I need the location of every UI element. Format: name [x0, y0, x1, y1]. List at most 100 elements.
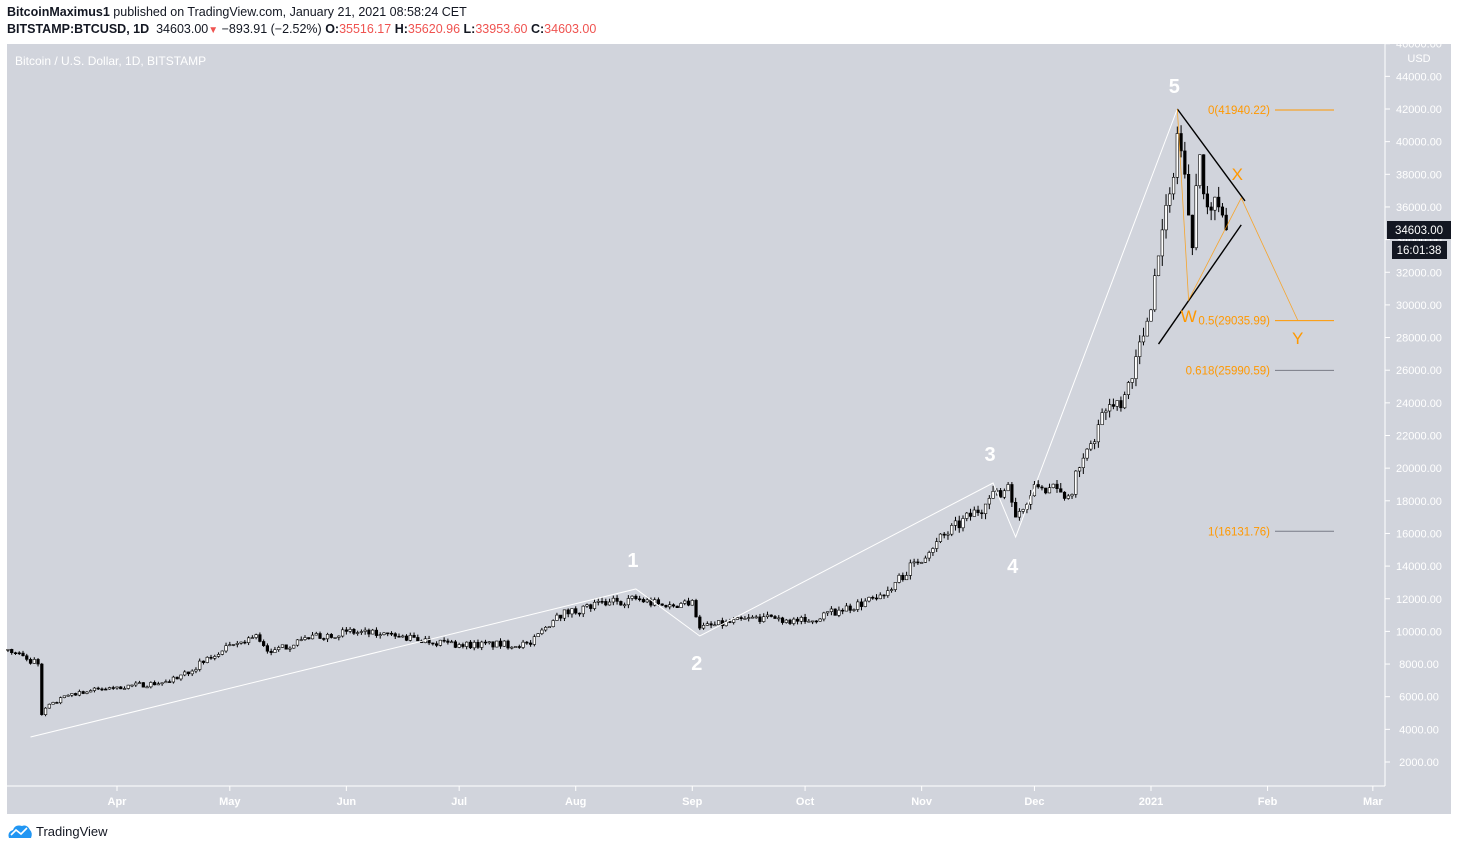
candle-down	[957, 520, 961, 529]
candle-down	[795, 618, 800, 622]
candle-up	[607, 601, 612, 606]
candle-down	[641, 599, 645, 603]
time-tick-label: Nov	[911, 796, 933, 808]
candle-down	[55, 702, 59, 704]
time-tick-label: Aug	[565, 796, 586, 808]
candle-up	[961, 518, 965, 529]
time-tick-label: Jul	[451, 796, 467, 808]
price-tick-label: 24000.00	[1396, 398, 1442, 410]
candle-up	[216, 654, 221, 657]
candle-up	[1066, 495, 1070, 499]
candle-down	[600, 601, 604, 603]
wave-label-5: 5	[1169, 76, 1180, 98]
candle-down	[141, 682, 145, 688]
candle-down	[1119, 400, 1123, 409]
candle-down	[528, 642, 533, 645]
candle-up	[889, 589, 894, 591]
candle-down	[446, 640, 450, 643]
candle-up	[51, 702, 55, 705]
candle-down	[81, 691, 85, 694]
candle-up	[562, 609, 567, 619]
candle-up	[713, 624, 717, 627]
candle-up	[1115, 400, 1119, 407]
candle-down	[574, 608, 578, 614]
candle-down	[468, 641, 473, 649]
time-tick-label: May	[219, 796, 241, 808]
candle-down	[1040, 486, 1044, 489]
candle-down	[1010, 484, 1014, 503]
price-tick-label: 30000.00	[1396, 300, 1442, 312]
candle-down	[427, 638, 431, 644]
ohlc-legend: BITSTAMP:BTCUSD, 1D 34603.00▼ −893.91 (−…	[7, 22, 596, 36]
candle-up	[1100, 412, 1104, 426]
time-tick-label: Oct	[796, 796, 815, 808]
candle-up	[1089, 443, 1093, 450]
time-axis[interactable]: Apr May Jun Jul Aug Sep Oct Nov Dec 2021 Feb Mar	[108, 786, 1384, 808]
candle-down	[833, 608, 837, 616]
candle-up	[991, 491, 995, 499]
candle-up	[765, 614, 770, 618]
candle-up	[822, 612, 826, 620]
candle-down	[104, 688, 108, 691]
candle-down	[442, 639, 446, 642]
tradingview-logo[interactable]: TradingView	[7, 823, 108, 839]
candle-up	[85, 691, 89, 694]
candle-up	[1021, 509, 1025, 512]
candle-up	[70, 693, 74, 696]
candle-down	[675, 605, 679, 608]
tradingview-cloud-icon	[8, 825, 32, 838]
candle-up	[295, 639, 300, 646]
candle-up	[799, 616, 803, 622]
candle-up	[77, 691, 81, 696]
brand-name: TradingView	[36, 823, 108, 839]
candle-down	[397, 635, 401, 638]
candle-down	[243, 641, 247, 644]
time-tick-label: Feb	[1258, 796, 1278, 808]
candle-down	[269, 650, 273, 653]
candle-up	[438, 639, 442, 646]
candle-up	[239, 641, 243, 644]
candle-down	[506, 640, 510, 649]
price-tick-label: 36000.00	[1396, 202, 1442, 214]
candle-up	[585, 604, 589, 607]
wxy-label-Y: Y	[1292, 329, 1303, 348]
candle-down	[119, 686, 123, 690]
candle-up	[164, 681, 168, 684]
candle-up	[863, 600, 867, 607]
candle-up	[310, 634, 315, 640]
fib-level-label: 1(16131.76)	[1208, 526, 1270, 538]
author[interactable]: BitcoinMaximus1	[7, 5, 110, 19]
candle-up	[273, 649, 277, 653]
price-tick-label: 6000.00	[1399, 692, 1439, 704]
triangle-upper-line	[1176, 108, 1246, 202]
candle-down	[201, 660, 206, 663]
candle-down	[21, 652, 25, 657]
price-tick-label: 4000.00	[1399, 724, 1439, 736]
candle-down	[483, 641, 488, 644]
candle-up	[705, 623, 709, 626]
price-tick-label: 22000.00	[1396, 431, 1442, 443]
candle-up	[754, 616, 758, 619]
open-value: 35516.17	[339, 22, 392, 36]
candle-up	[544, 626, 548, 631]
candle-down	[1044, 487, 1048, 494]
price-tick-label: 28000.00	[1396, 333, 1442, 345]
candle-up	[536, 633, 540, 637]
candle-up	[856, 601, 860, 610]
candle-down	[942, 533, 946, 536]
candle-up	[521, 641, 525, 648]
candle-down	[773, 616, 777, 619]
candle-down	[258, 634, 262, 642]
candle-up	[480, 641, 484, 648]
candle-up	[190, 670, 194, 675]
fib-retracement[interactable]: 0(41940.22) 0.5(29035.99) 0.618(25990.59) 1…	[1186, 105, 1334, 538]
candle-down	[615, 597, 619, 602]
candle-up	[886, 590, 890, 596]
drawings[interactable]: 1 2 3 4 5 W X Y	[30, 76, 1304, 738]
candle-down	[686, 600, 691, 606]
candle-up	[852, 609, 856, 611]
countdown: 16:01:38	[1397, 245, 1442, 257]
candle-down	[498, 640, 503, 647]
candle-up	[1130, 378, 1134, 383]
